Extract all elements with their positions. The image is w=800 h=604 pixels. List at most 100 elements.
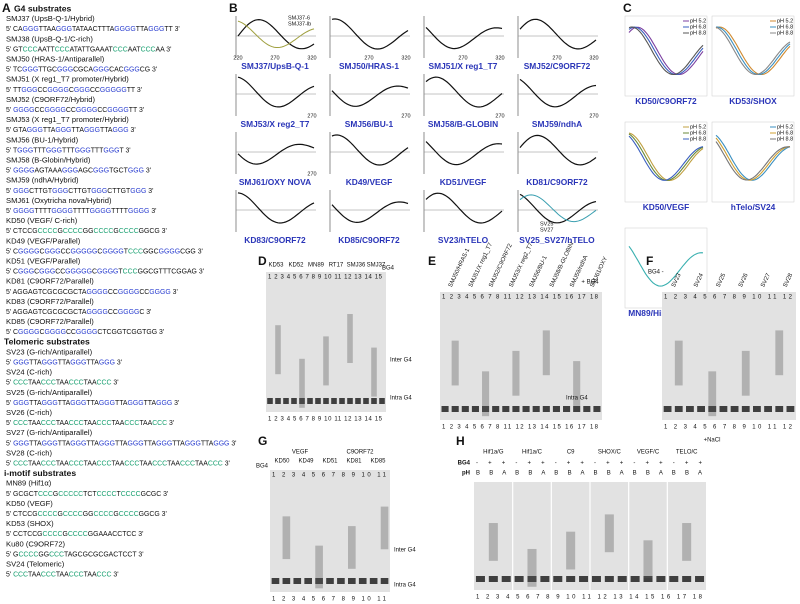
base-run: GGGG <box>107 107 128 114</box>
free-band <box>348 578 356 584</box>
shifted-band <box>604 514 614 553</box>
free-band <box>522 406 530 412</box>
base-run: 5' AGGAGTCGCGCGCTA <box>6 289 87 296</box>
base-run: TCT <box>83 491 97 498</box>
base-run: CCC <box>152 420 167 427</box>
lane-numbers: 1 2 3 4 5 6 7 8 11 12 13 14 15 16 17 18 <box>442 425 599 431</box>
shifted-band <box>482 371 490 417</box>
base-run: GGG <box>130 188 146 195</box>
base-run: GGGG <box>44 107 65 114</box>
free-band <box>663 406 672 412</box>
base-run: GGGGG <box>65 268 92 275</box>
base-run: TAA <box>84 420 97 427</box>
substrate-name: SV24 (Telomeric) <box>6 560 65 569</box>
free-band <box>337 578 345 584</box>
base-run: 5' <box>6 359 13 366</box>
base-run: GGGG <box>18 248 39 255</box>
plot-frame <box>711 15 795 97</box>
free-band <box>315 578 323 584</box>
base-run: TAA <box>56 460 69 467</box>
base-run: GGGG <box>18 329 39 336</box>
base-run: CCCC <box>97 491 117 498</box>
free-band <box>573 406 581 412</box>
base-run: 5' <box>6 571 13 578</box>
base-run: 5' <box>6 460 13 467</box>
substrate-name: SMJ58 (B-Globin/Hybrid) <box>6 156 91 165</box>
sequence: 5' TGGGTTTGGGTTTGGGTTTGGGT 3' <box>6 147 131 154</box>
base-run: CCC <box>41 460 56 467</box>
base-run: 5' <box>6 107 13 114</box>
base-run: 3' <box>115 359 122 366</box>
gel-note: +NaCl <box>704 438 721 444</box>
base-run: GGCG 3' <box>139 511 167 518</box>
cd-curve <box>519 194 597 223</box>
legend-label: pH 8.8 <box>777 136 793 142</box>
free-band <box>786 406 795 412</box>
free-band <box>283 398 289 404</box>
cd-curve <box>331 85 409 107</box>
free-band <box>656 576 666 582</box>
free-band <box>542 406 550 412</box>
sequence: 5' TCGGGTTGCGGGCGCAGGGCACGGGCG 3' <box>6 66 157 73</box>
substrate-name: SMJ56 (BU-1/Hybrid) <box>6 135 79 144</box>
sequence: 5' GGGGAGTAAAGGGAGCGGGTGCTGGG 3' <box>6 167 151 174</box>
lane-subheader: KD49 <box>298 459 314 465</box>
spectrum-label: SMJ52/C9ORF72 <box>524 61 591 71</box>
free-band <box>730 406 739 412</box>
base-run: GGG <box>75 147 91 154</box>
base-run: CCC <box>13 460 28 467</box>
free-band <box>304 578 312 584</box>
x-tick-label: 320 <box>401 55 410 61</box>
base-run: TAA <box>56 420 69 427</box>
base-run: TTA <box>172 440 185 447</box>
base-run: TTA <box>86 359 99 366</box>
base-run: TTAA <box>39 26 57 33</box>
sequence: 5' CCCTAACCCTAACCCTAACCC 3' <box>6 571 119 578</box>
base-run: 5' T <box>6 147 18 154</box>
base-run: C <box>92 268 97 275</box>
base-run: C <box>69 87 74 94</box>
free-band <box>512 406 520 412</box>
sequence: 5' CCCTAACCCTAACCCTAACCCTAACCCTAACCC 3' <box>6 420 174 427</box>
base-run: GGG <box>124 66 140 73</box>
base-run: C <box>40 248 45 255</box>
base-run: TTT <box>62 147 75 154</box>
base-run: GGG <box>113 127 129 134</box>
substrate-name: KD83 (C9ORF72/Parallel) <box>6 297 94 306</box>
sequence: 5' CTCCGCCCCGCCCCGGCCCCGCCCCGGCG 3' <box>6 511 167 518</box>
reagent-label: BG4 - <box>648 270 664 276</box>
base-run: GGG <box>22 66 38 73</box>
sequence: 5' CTCCGCCCCGCCCCGGCCCCGCCCCGGCG 3' <box>6 228 167 235</box>
free-band <box>741 406 750 412</box>
base-run: GGG <box>62 167 78 174</box>
lane-header: SV26 <box>738 272 750 288</box>
free-band <box>355 398 361 404</box>
free-band <box>591 576 601 582</box>
base-run: GGG <box>70 440 86 447</box>
cd-curve <box>331 134 409 166</box>
base-run: GGG <box>70 359 86 366</box>
lane-header: SMJ37 <box>367 263 386 269</box>
shifted-band <box>299 358 305 408</box>
shifted-band <box>275 325 281 375</box>
x-tick-label: 270 <box>589 113 598 119</box>
free-band <box>475 576 485 582</box>
base-run: GGGG <box>13 107 34 114</box>
base-run: 5' CA <box>6 26 23 33</box>
base-run: TAA <box>139 420 152 427</box>
base-run: CCCCC <box>58 491 83 498</box>
base-run: TTA <box>58 400 71 407</box>
spectrum-label: SV25_SV27/hTELO <box>519 235 595 245</box>
cd-curve <box>715 134 791 181</box>
base-run: GGGG <box>128 208 149 215</box>
base-run: CCC <box>23 46 38 53</box>
base-run: CCC <box>69 380 84 387</box>
base-run: CCC <box>128 248 143 255</box>
spectrum-label: SMJ61/OXY NOVA <box>239 177 311 187</box>
cd-curve <box>715 26 791 76</box>
base-run: GGG <box>185 440 201 447</box>
base-run: 5' AGGAGTCGCGCGCTA <box>6 309 87 316</box>
base-run: GGC <box>143 248 159 255</box>
base-run: GGG <box>42 400 58 407</box>
